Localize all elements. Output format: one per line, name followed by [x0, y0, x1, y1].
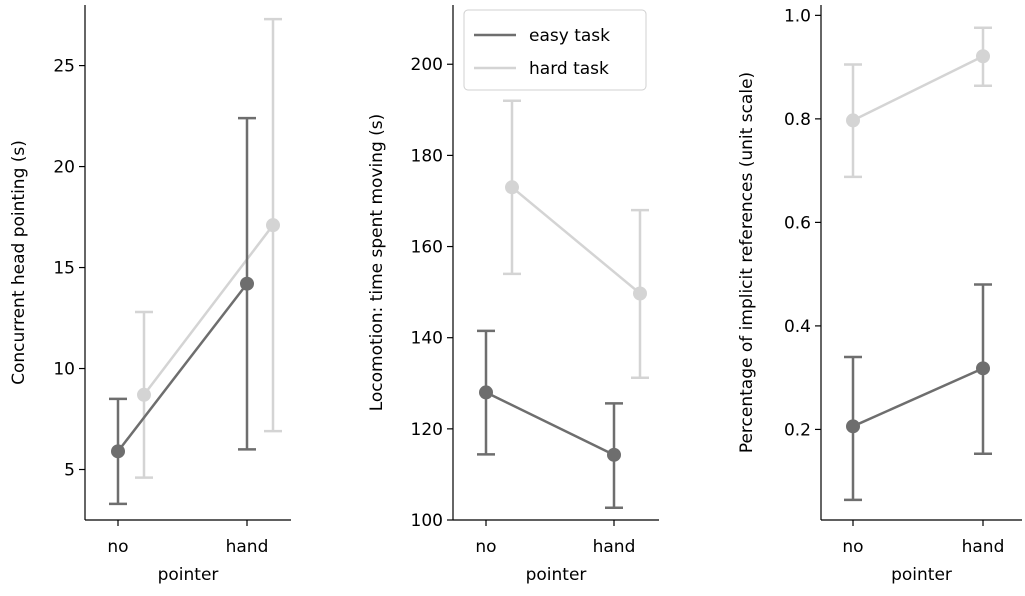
series-line [511, 186, 641, 295]
series-easy-task [477, 329, 623, 509]
data-point [137, 387, 151, 402]
y-tick-label: 180 [411, 146, 443, 166]
data-point [633, 286, 647, 301]
legend: easy task hard task [463, 9, 647, 91]
x-tick-label: no [107, 537, 128, 557]
y-tick-label: 1.0 [784, 6, 811, 26]
y-tick-label: 15 [53, 259, 75, 279]
y-tick-label: 140 [411, 329, 443, 349]
subplot-3: 0.2 0.4 0.6 0.8 1.0 no hand pointer Percentage o… [737, 5, 1022, 585]
y-tick-label: 0.8 [784, 110, 811, 130]
legend-box [463, 9, 647, 91]
data-point [240, 276, 254, 291]
y-tick-label: 25 [53, 57, 75, 77]
x-tick-label: hand [962, 537, 1005, 557]
subplot-2: 100 120 140 160 180 200 no hand pointer Locomotio… [367, 5, 659, 585]
y-axis-label: Percentage of implicit references (unit … [737, 72, 757, 453]
data-point [976, 361, 990, 376]
y-axis-label: Concurrent head pointing (s) [9, 140, 29, 385]
x-tick-label: no [842, 537, 863, 557]
x-tick-label: no [475, 537, 496, 557]
x-axis-label: pointer [891, 565, 952, 585]
series-hard-task [135, 17, 282, 479]
series-hard-task [844, 26, 992, 179]
data-point [607, 447, 621, 462]
y-tick-label: 120 [411, 420, 443, 440]
data-point [846, 419, 860, 434]
y-tick-label: 0.2 [784, 420, 811, 440]
data-point [976, 49, 990, 64]
y-tick-label: 100 [411, 511, 443, 531]
data-point [505, 180, 519, 195]
data-point [111, 444, 125, 459]
series-hard-task [503, 99, 649, 380]
y-tick-label: 20 [53, 158, 75, 178]
y-tick-label: 0.6 [784, 213, 811, 233]
series-line [117, 282, 248, 453]
x-tick-label: hand [226, 537, 269, 557]
y-tick-label: 200 [411, 55, 443, 75]
series-line [143, 224, 274, 396]
series-line [852, 55, 984, 122]
legend-label: easy task [529, 26, 610, 46]
x-axis-label: pointer [526, 565, 587, 585]
series-line [485, 391, 615, 456]
series-easy-task [109, 116, 256, 506]
series-line [852, 367, 984, 428]
y-tick-label: 0.4 [784, 317, 811, 337]
legend-label: hard task [529, 59, 609, 79]
data-point [846, 113, 860, 128]
data-point [479, 385, 493, 400]
y-axis-label: Locomotion: time spent moving (s) [367, 114, 387, 412]
x-axis-label: pointer [158, 565, 219, 585]
y-tick-label: 160 [411, 238, 443, 258]
y-tick-label: 5 [64, 461, 75, 481]
x-tick-label: hand [593, 537, 636, 557]
subplot-1: 5 10 15 20 25 no hand pointer Concurrent head po… [9, 5, 291, 585]
y-tick-label: 10 [53, 360, 75, 380]
data-point [266, 218, 280, 233]
series-easy-task [844, 283, 992, 502]
